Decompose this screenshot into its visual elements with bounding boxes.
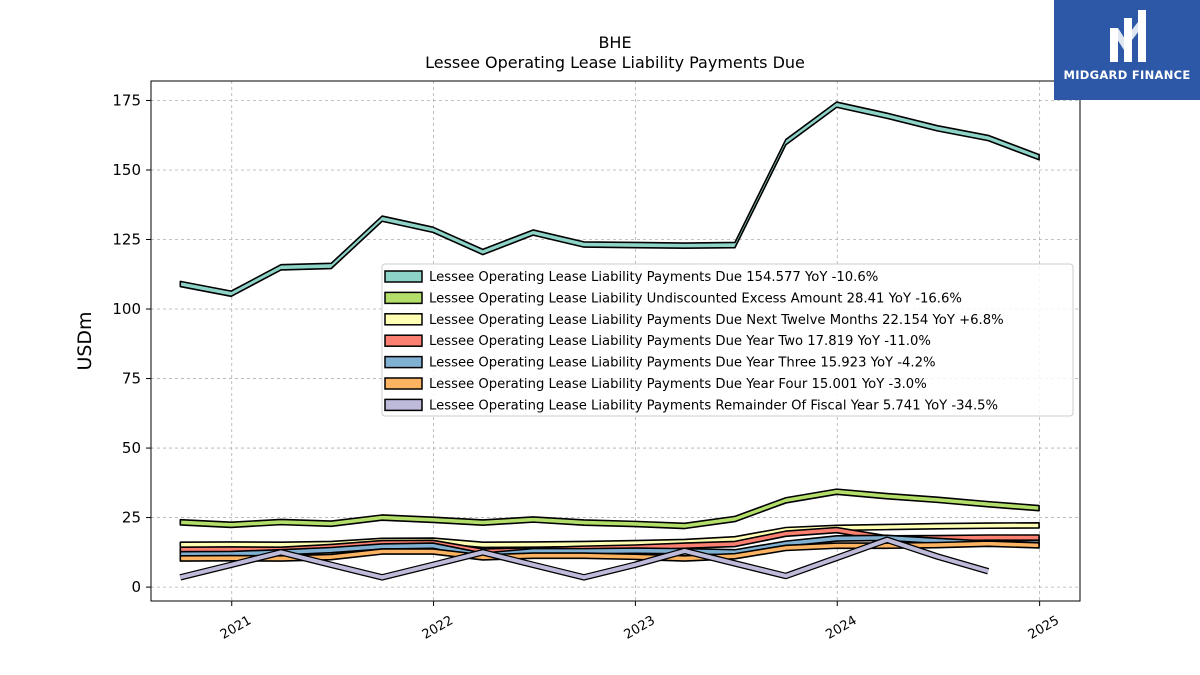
y-tick-label: 150	[112, 161, 141, 179]
x-tick-label: 2021	[218, 613, 254, 643]
legend-entry: Lessee Operating Lease Liability Payment…	[429, 398, 998, 413]
legend-series-name: Lessee Operating Lease Liability Payment…	[429, 356, 816, 371]
legend-swatch	[384, 377, 423, 390]
x-tick-label: 2024	[823, 613, 859, 643]
series-2-band	[179, 488, 1040, 530]
legend-yoy-label: YoY	[858, 377, 889, 392]
legend-series-name: Lessee Operating Lease Liability Payment…	[429, 377, 808, 392]
chart-subtitle: Lessee Operating Lease Liability Payment…	[425, 53, 805, 72]
legend: Lessee Operating Lease Liability Payment…	[381, 263, 1074, 417]
legend-yoy-value: -3.0%	[888, 377, 926, 392]
y-tick-label: 125	[112, 231, 141, 249]
legend-yoy-label: YoY	[921, 398, 952, 413]
legend-latest-value: 17.819	[803, 334, 853, 349]
y-tick-label: 75	[122, 370, 141, 388]
legend-yoy-value: -34.5%	[951, 398, 998, 413]
x-tick-label: 2022	[420, 613, 456, 643]
x-tick-label: 2025	[1026, 613, 1062, 643]
y-tick-label: 50	[122, 439, 141, 457]
legend-latest-value: 28.41	[842, 291, 884, 306]
legend-latest-value: 15.923	[816, 356, 866, 371]
brand-logo-text: MIDGARD FINANCE	[1063, 68, 1191, 82]
legend-yoy-value: +6.8%	[959, 313, 1004, 328]
series-7-line	[179, 537, 989, 580]
legend-yoy-value: -11.0%	[884, 334, 931, 349]
legend-box	[381, 263, 1074, 417]
legend-latest-value: 154.577	[742, 270, 801, 285]
y-axis-label: USDm	[74, 311, 96, 370]
axes: 0 25 50 75 100 125 150 175 2021 2022 2023 2024 2025	[112, 91, 1062, 642]
legend-yoy-label: YoY	[866, 356, 897, 371]
legend-yoy-value: -4.2%	[897, 356, 935, 371]
y-tick-label: 100	[112, 300, 141, 318]
legend-latest-value: 22.154	[878, 313, 928, 328]
legend-yoy-label: YoY	[801, 270, 832, 285]
legend-entry: Lessee Operating Lease Liability Payment…	[429, 313, 1004, 328]
y-tick-label: 0	[131, 578, 141, 596]
legend-series-name: Lessee Operating Lease Liability Undisco…	[429, 291, 842, 306]
legend-yoy-label: YoY	[928, 313, 959, 328]
legend-entry: Lessee Operating Lease Liability Payment…	[429, 377, 927, 392]
legend-yoy-value: -10.6%	[832, 270, 879, 285]
legend-swatch	[384, 313, 423, 326]
legend-entry: Lessee Operating Lease Liability Payment…	[429, 270, 878, 285]
legend-entry: Lessee Operating Lease Liability Payment…	[429, 356, 936, 371]
legend-series-name: Lessee Operating Lease Liability Payment…	[429, 398, 879, 413]
brand-logo: MIDGARD FINANCE	[1054, 0, 1200, 100]
legend-yoy-label: YoY	[884, 291, 915, 306]
legend-yoy-value: -16.6%	[915, 291, 962, 306]
legend-yoy-label: YoY	[853, 334, 884, 349]
chart-title: BHE	[598, 33, 631, 52]
legend-swatch	[384, 270, 423, 283]
legend-series-name: Lessee Operating Lease Liability Payment…	[429, 270, 742, 285]
legend-latest-value: 5.741	[879, 398, 921, 413]
y-tick-label: 175	[112, 91, 141, 109]
series-layer	[179, 101, 1040, 581]
legend-series-name: Lessee Operating Lease Liability Payment…	[429, 334, 803, 349]
legend-entry: Lessee Operating Lease Liability Payment…	[429, 334, 931, 349]
series-1-band	[179, 101, 1040, 298]
plot-frame	[150, 80, 1081, 602]
x-tick-label: 2023	[622, 613, 658, 643]
legend-entry: Lessee Operating Lease Liability Undisco…	[429, 291, 962, 306]
legend-latest-value: 15.001	[807, 377, 857, 392]
legend-swatch	[384, 355, 423, 369]
y-tick-label: 25	[122, 509, 141, 527]
legend-swatch	[384, 291, 423, 305]
legend-swatch	[384, 334, 423, 347]
legend-swatch	[384, 398, 423, 412]
legend-series-name: Lessee Operating Lease Liability Payment…	[429, 313, 878, 328]
midgard-logo-icon	[1110, 10, 1146, 62]
